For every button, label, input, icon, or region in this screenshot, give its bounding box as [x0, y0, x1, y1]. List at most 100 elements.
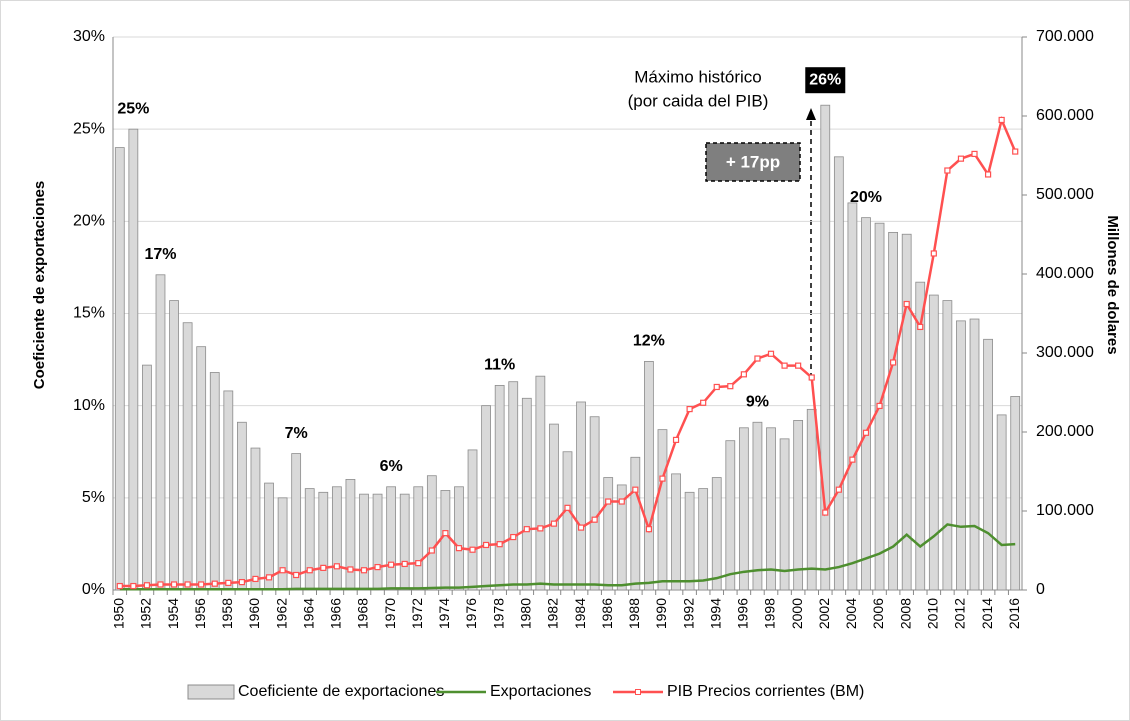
y2-tick-label: 500.000 [1036, 186, 1094, 203]
x-tick-label: 1962 [273, 598, 289, 629]
bar [318, 491, 329, 591]
marker [577, 524, 585, 531]
marker [198, 581, 205, 588]
bar [901, 233, 912, 591]
value-label: 25% [117, 100, 149, 117]
legend-swatch [187, 684, 235, 700]
bar [779, 438, 790, 591]
marker [265, 574, 273, 581]
arrow-head [806, 108, 816, 120]
marker [849, 456, 856, 463]
y-tick-label: 10% [73, 397, 105, 414]
y-tick-label: 0% [82, 581, 105, 598]
marker [374, 563, 381, 571]
y-tick-label: 20% [73, 213, 105, 230]
marker [713, 383, 720, 391]
marker [238, 578, 245, 586]
value-label: 26% [809, 71, 841, 88]
bar [888, 231, 898, 591]
marker [808, 374, 815, 381]
bar [983, 338, 993, 591]
marker [388, 561, 395, 568]
legend-label: Exportaciones [490, 683, 591, 700]
bar [264, 482, 274, 591]
x-tick-label: 1990 [653, 598, 669, 629]
marker [1012, 148, 1019, 155]
marker [523, 526, 530, 533]
bar [861, 217, 871, 591]
marker [116, 582, 123, 590]
legend-marker [635, 689, 641, 695]
legend-label: Coeficiente de exportaciones [238, 683, 444, 700]
value-label-box [805, 67, 846, 94]
x-tick-label: 1996 [735, 598, 751, 629]
x-tick-label: 1970 [382, 598, 398, 629]
x-tick-label: 1960 [246, 598, 262, 629]
marker [252, 575, 259, 583]
bar [155, 274, 166, 591]
bar [331, 486, 342, 591]
marker [781, 362, 788, 369]
marker [537, 525, 544, 532]
x-tick-label: 2006 [870, 598, 886, 629]
bar [671, 473, 681, 591]
x-tick-label: 1994 [707, 598, 723, 629]
marker [971, 150, 978, 158]
bar [711, 477, 722, 591]
annotation: + 17pp [726, 152, 780, 171]
value-label: 9% [746, 393, 769, 410]
bar [196, 346, 207, 591]
bar [616, 484, 627, 591]
x-tick-label: 1950 [110, 598, 126, 629]
bar [250, 447, 261, 591]
x-tick-label: 2008 [897, 598, 913, 629]
marker [211, 580, 218, 587]
y2-axis-title: Millones de dolares [1104, 215, 1121, 354]
x-tick-label: 1972 [409, 598, 425, 629]
marker [442, 530, 449, 537]
y2-tick-label: 300.000 [1036, 344, 1094, 361]
x-tick-label: 1956 [192, 598, 208, 629]
bar [494, 384, 505, 591]
y2-tick-label: 100.000 [1036, 502, 1094, 519]
x-tick-label: 1964 [300, 598, 316, 629]
y2-tick-label: 400.000 [1036, 265, 1094, 282]
marker [157, 581, 164, 588]
marker [957, 155, 965, 162]
bar [481, 405, 491, 591]
x-tick-label: 1952 [138, 598, 154, 629]
marker [428, 547, 435, 554]
marker [835, 486, 842, 493]
bar [915, 281, 926, 591]
marker [320, 564, 327, 571]
marker [659, 475, 666, 482]
bar [644, 361, 654, 591]
marker [890, 359, 897, 366]
bar [508, 381, 519, 591]
marker [469, 546, 476, 553]
bar [413, 486, 424, 591]
bar [440, 490, 451, 591]
bar [630, 456, 641, 591]
annotation: Máximo histórico [634, 67, 762, 86]
bar [698, 488, 709, 591]
bar [738, 427, 749, 591]
bar [359, 493, 369, 591]
marker [347, 566, 354, 573]
bar [291, 453, 302, 591]
value-label: 12% [633, 333, 665, 350]
bar [399, 493, 410, 591]
marker [333, 563, 340, 570]
x-tick-label: 1976 [463, 598, 479, 629]
marker [401, 560, 408, 568]
bar [969, 318, 980, 591]
bar [942, 300, 953, 591]
bar [589, 416, 600, 591]
y2-tick-label: 0 [1036, 581, 1045, 598]
marker [143, 582, 151, 589]
marker [795, 362, 802, 369]
x-tick-label: 1974 [436, 598, 452, 629]
marker [632, 486, 639, 493]
x-tick-label: 1958 [219, 598, 235, 629]
marker [360, 567, 368, 574]
